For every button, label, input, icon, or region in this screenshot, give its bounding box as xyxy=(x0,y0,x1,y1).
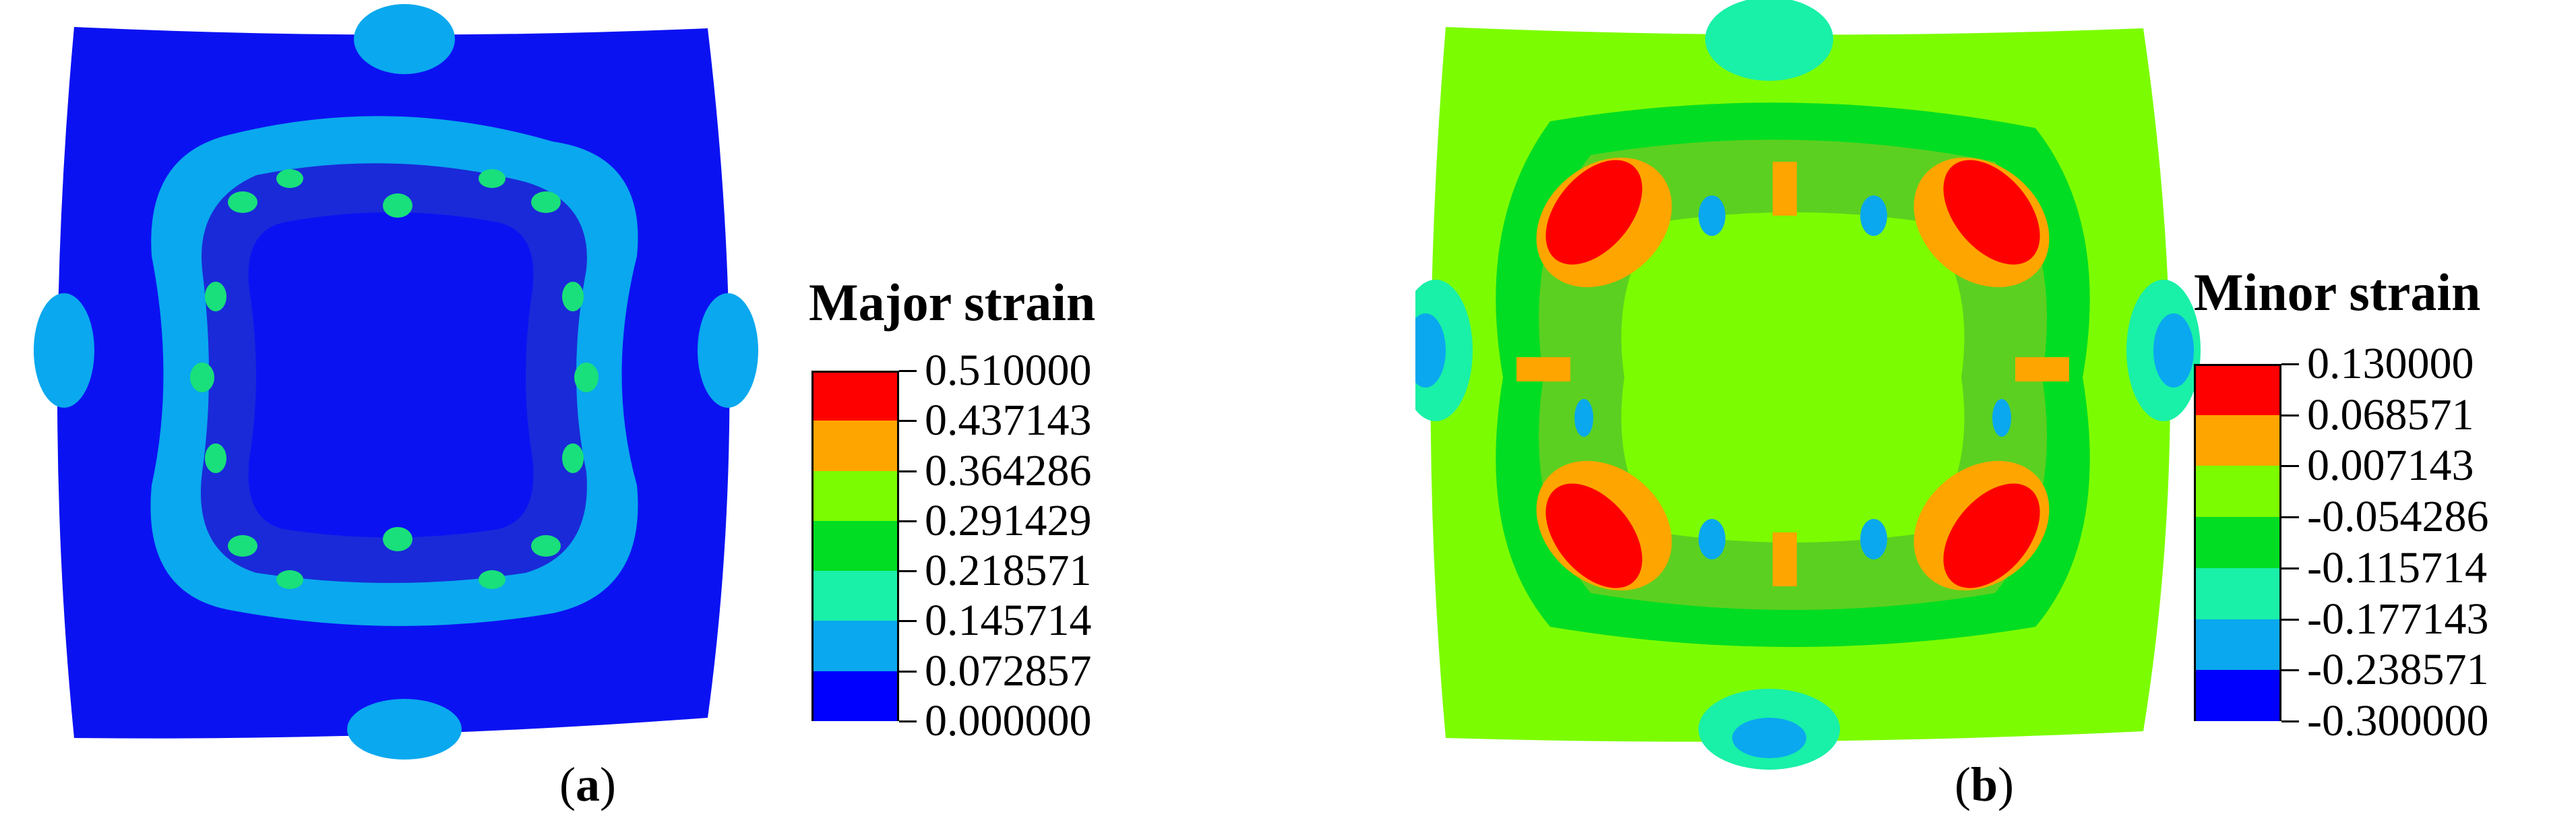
legend-label: 0.130000 xyxy=(2307,339,2474,388)
legend-label: 0.437143 xyxy=(925,396,1092,445)
legend-label: -0.177143 xyxy=(2307,594,2489,644)
caption-a: (a) xyxy=(559,758,616,811)
legend-label: 0.007143 xyxy=(2307,441,2474,491)
legend-tick xyxy=(899,620,917,623)
legend-tick xyxy=(899,370,917,372)
legend-tick xyxy=(2281,465,2299,468)
legend-swatch xyxy=(2196,366,2279,415)
legend-swatch xyxy=(814,671,897,721)
legend-label: 0.000000 xyxy=(925,696,1092,745)
legend-label: -0.115714 xyxy=(2307,543,2488,592)
blue-spots xyxy=(1574,195,2011,559)
legend-colorbar xyxy=(2194,364,2281,721)
strain-hotspots xyxy=(190,169,599,589)
legend-label: 0.072857 xyxy=(925,646,1092,696)
legend-tick xyxy=(899,720,917,722)
legend-label: 0.510000 xyxy=(925,346,1092,395)
legend-tick xyxy=(899,570,917,573)
legend-label: 0.364286 xyxy=(925,445,1092,495)
legend-label: 0.291429 xyxy=(925,495,1092,545)
legend-tick xyxy=(2281,414,2299,416)
legend-swatch xyxy=(2196,517,2279,568)
legend-label: 0.068571 xyxy=(2307,390,2474,439)
legend-title: Minor strain xyxy=(2194,263,2481,321)
legend-swatch xyxy=(814,373,897,421)
legend-tick xyxy=(2281,618,2299,621)
legend-tick xyxy=(899,420,917,423)
legend-label: 0.218571 xyxy=(925,546,1092,596)
mid-side-marks xyxy=(1516,162,2069,586)
legend-tick xyxy=(2281,567,2299,569)
legend-swatch xyxy=(814,621,897,671)
legend-swatch xyxy=(814,421,897,471)
minor-strain-contour-plot xyxy=(1415,0,2201,770)
major-strain-contour-plot xyxy=(34,4,758,760)
edge-bulges xyxy=(1415,0,2201,770)
corner-hotspots xyxy=(1536,157,2050,591)
legend-swatch xyxy=(2196,619,2279,671)
legend-tick xyxy=(2281,363,2299,365)
legend-tick xyxy=(2281,669,2299,672)
legend-label: -0.054286 xyxy=(2307,492,2489,542)
legend-colorbar xyxy=(811,371,899,721)
legend-tick xyxy=(2281,720,2299,722)
legend-label: 0.145714 xyxy=(925,596,1092,646)
legend-label: -0.300000 xyxy=(2307,696,2489,745)
legend-tick xyxy=(899,520,917,522)
legend-label: -0.238571 xyxy=(2307,645,2489,695)
legend-swatch xyxy=(814,571,897,621)
legend-tick xyxy=(899,670,917,673)
legend-title: Major strain xyxy=(809,273,1096,332)
legend-swatch xyxy=(2196,567,2279,619)
legend-swatch xyxy=(814,470,897,521)
legend-swatch xyxy=(2196,466,2279,518)
caption-b: (b) xyxy=(1955,758,2015,811)
cup-bottom xyxy=(1621,212,1965,543)
edge-bulges xyxy=(34,4,758,760)
legend-swatch xyxy=(2196,414,2279,466)
legend-swatch xyxy=(814,520,897,572)
legend-tick xyxy=(2281,516,2299,519)
cup-bottom xyxy=(248,212,534,538)
legend-swatch xyxy=(2196,670,2279,721)
legend-tick xyxy=(899,470,917,472)
